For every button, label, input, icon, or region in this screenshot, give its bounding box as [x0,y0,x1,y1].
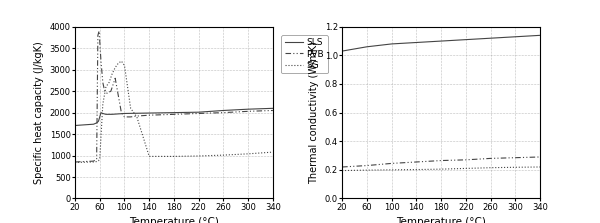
Y-axis label: Specific heat capacity (J/kgK): Specific heat capacity (J/kgK) [34,41,44,184]
X-axis label: Temperature (°C): Temperature (°C) [396,217,486,223]
X-axis label: Temperature (°C): Temperature (°C) [129,217,219,223]
Legend: SLS, PVB, SG: SLS, PVB, SG [281,35,328,73]
Y-axis label: Thermal conductivity (W/mK): Thermal conductivity (W/mK) [309,41,319,184]
